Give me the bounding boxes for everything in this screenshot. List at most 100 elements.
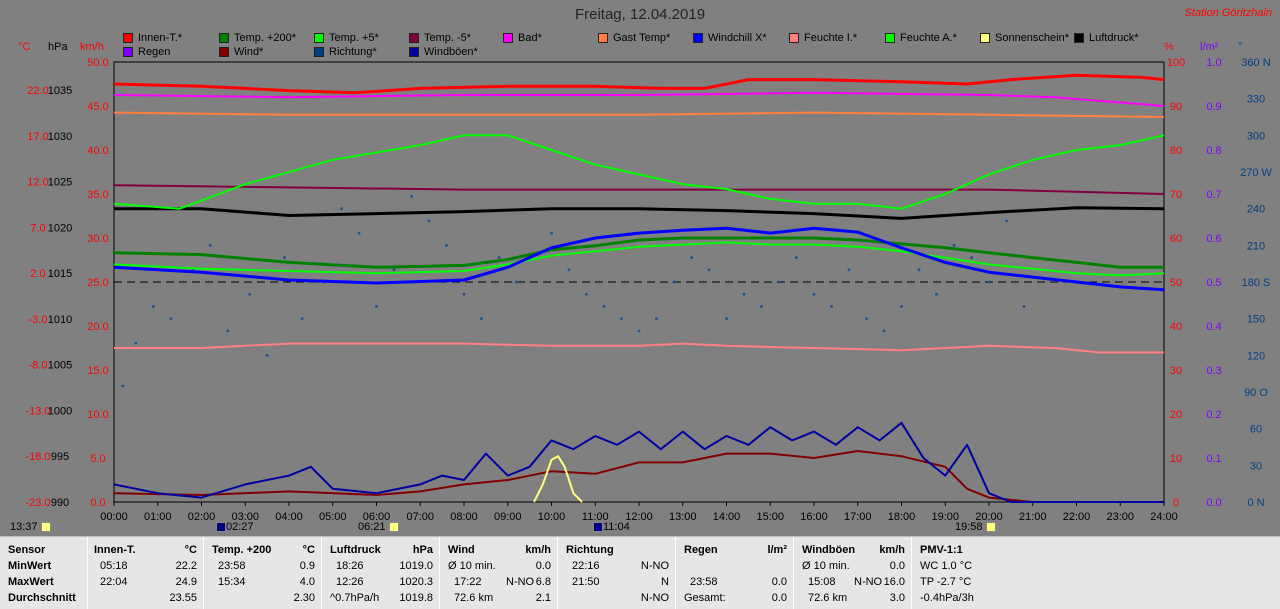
x-tick-label: 14:00 [713,511,741,523]
axis-tick-percent: 80 [1170,145,1182,157]
direction-dot [882,329,886,333]
stat-head: Wind [448,544,475,556]
axis-tick-lm2: 0.0 [1206,497,1221,509]
stat-tp: TP -2.7 °C [920,576,972,588]
direction-dot [480,317,483,321]
moon-icon [216,522,226,533]
stat-col-richtung: Richtung 22:16 N-NO 21:50 N N-NO [558,537,676,609]
direction-dot [375,305,378,308]
axis-tick-direction: 30 [1250,460,1262,472]
time-marker-moonrise: 11:04 [593,521,630,533]
direction-dot [865,317,868,321]
series-line-11 [113,421,1164,503]
stat-max: 0.0 [771,576,787,588]
stat-max: 6.8 [535,576,551,588]
stat-avg: 0.0 [771,592,787,604]
axis-tick-celsius: 22.0 [27,85,48,97]
legend-swatch [409,33,419,43]
axis-tick-kmh: 10.0 [87,409,108,421]
direction-dot [121,384,125,388]
time-marker-moonset: 02:27 [216,521,254,533]
direction-dot [970,256,973,259]
stat-col-temp200: Temp. +200 °C 23:58 0.9 15:34 4.0 2.30 [204,537,322,609]
direction-dot [795,256,798,259]
axis-tick-kmh: 15.0 [87,365,108,377]
stat-avg-label: Gesamt: [684,592,726,604]
axis-tick-hpa: 1015 [48,268,72,280]
legend-label: Bad* [518,32,542,44]
stat-unit: hPa [412,544,433,556]
axis-tick-percent: 20 [1170,409,1182,421]
stat-max: 1020.3 [399,576,433,588]
x-tick-label: 03:00 [231,511,259,523]
axis-tick-lm2: 0.7 [1206,189,1221,201]
direction-dot [208,243,212,247]
legend-label: Feuchte A.* [900,32,957,44]
direction-dot [300,317,304,321]
direction-dot [550,231,553,235]
time-marker-sunset: 19:58 [955,521,996,533]
direction-dot [725,317,728,321]
legend-item: Bad* [503,31,542,45]
axis-tick-celsius: -3.0 [29,314,48,326]
stat-max: 16.0 [883,576,905,588]
axis-tick-hpa: 1025 [48,177,72,189]
stat-head: Richtung [566,544,614,556]
axis-tick-lm2: 0.1 [1206,453,1221,465]
time-marker-sunrise: 06:21 [358,521,399,533]
x-tick-label: 15:00 [756,511,784,523]
axis-tick-direction: 300 [1247,130,1265,142]
legend-swatch [314,47,324,57]
axis-tick-percent: 70 [1170,189,1182,201]
sunset-icon [985,522,996,533]
weather-chart: 00:00 01:00 02:00 03:00 04:00 05:00 06:00 07:00… [25,57,1272,523]
legend-swatch [123,47,133,57]
legend-label: Windchill X* [708,32,767,44]
axis-tick-direction: 210 [1247,240,1265,252]
stat-avg: 3.0 [889,592,905,604]
stat-col-sensor: Sensor MinWert MaxWert Durchschnitt [0,537,88,609]
axis-tick-percent: 60 [1170,233,1182,245]
axis-tick-direction: 0 N [1247,497,1264,509]
time-marker-current: 13:37 [10,521,51,533]
axis-tick-kmh: 25.0 [87,277,108,289]
stat-trend: ^0.7hPa/h [330,592,380,604]
axis-tick-hpa: 1010 [48,314,72,326]
x-tick-label: 09:00 [494,511,522,523]
stat-max-time: 23:58 [690,576,718,588]
legend-item: Sonnenschein* [980,31,1069,45]
x-tick-label: 22:00 [1063,511,1091,523]
stat-avg: 2.1 [535,592,551,604]
axis-tick-celsius: 12.0 [27,177,48,189]
stat-col-pmv: PMV-1:1 WC 1.0 °C TP -2.7 °C -0.4hPa/3h [912,537,1032,609]
direction-dot [637,329,641,333]
stat-row1-label: Ø 10 min. [448,560,496,572]
stat-min-time: 18:26 [336,560,364,572]
axis-tick-direction: 90 O [1244,387,1268,399]
direction-dot [265,353,269,357]
stat-head: Windböen [802,544,856,556]
stat-min-time: 22:16 [572,560,600,572]
series-line-10 [113,450,1164,503]
direction-dot [410,195,413,198]
axis-tick-percent: 90 [1170,101,1182,113]
legend-swatch [693,33,703,43]
axis-tick-direction: 180 S [1242,277,1271,289]
x-tick-label: 01:00 [144,511,172,523]
legend-item: Windböen* [409,45,478,59]
legend-swatch [123,33,133,43]
stat-col-windboen: Windböen km/h Ø 10 min. 0.0 15:08 N-NO 1… [794,537,912,609]
legend-swatch [219,33,229,43]
legend-swatch [503,33,513,43]
x-tick-label: 08:00 [450,511,478,523]
stat-head: Luftdruck [330,544,381,556]
axis-tick-lm2: 0.9 [1206,101,1221,113]
direction-dot [655,317,658,321]
axis-tick-direction: 360 N [1241,57,1270,69]
legend-item: Feuchte I.* [789,31,857,45]
axis-tick-percent: 0 [1173,497,1179,509]
direction-dot [672,280,676,284]
x-tick-label: 18:00 [888,511,916,523]
stat-max-time: 15:34 [218,576,246,588]
axis-tick-celsius: 7.0 [30,222,45,234]
